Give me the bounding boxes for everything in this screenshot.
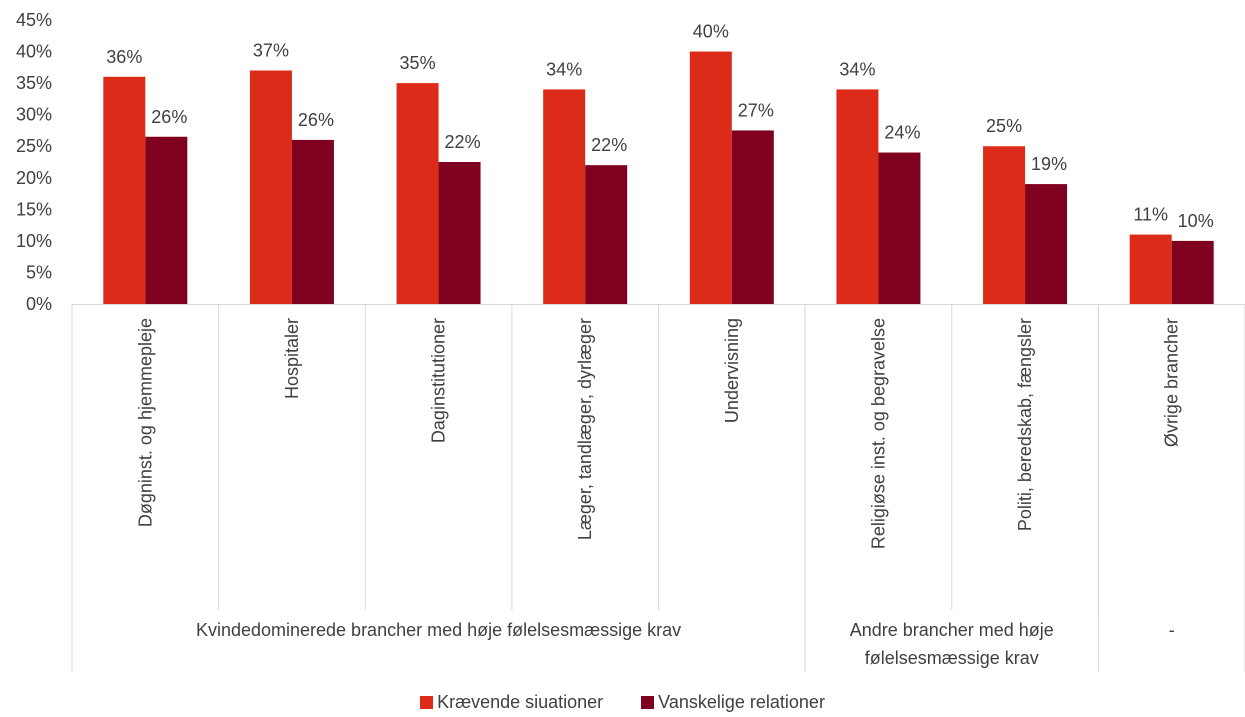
bar-series-2 (585, 165, 628, 304)
y-tick-label: 35% (16, 73, 52, 93)
y-tick-label: 10% (16, 231, 52, 251)
bar-series-2 (1171, 240, 1214, 304)
data-label-series-1: 34% (839, 59, 875, 79)
y-axis: 0% 5% 10% 15% 20% 25% 30% 35% 40% 45% (16, 10, 52, 314)
data-label-series-1: 35% (400, 53, 436, 73)
data-label-series-2: 19% (1031, 154, 1067, 174)
y-tick-label: 15% (16, 199, 52, 219)
legend-item-series-2: Vanskelige relationer (641, 692, 825, 713)
legend-item-series-1: Krævende siuationer (420, 692, 603, 713)
data-label-series-1: 25% (986, 116, 1022, 136)
bar-series-2 (438, 162, 481, 304)
legend-label-series-1: Krævende siuationer (437, 692, 604, 712)
category-label: Religiøse inst. og begravelse (868, 318, 888, 549)
category-label: Politi, beredskab, fængsler (1015, 318, 1035, 531)
category-label: Døgninst. og hjemmepleje (135, 318, 155, 527)
bar-series-1 (983, 146, 1026, 304)
bar-series-1 (543, 89, 586, 304)
y-tick-label: 0% (26, 294, 52, 314)
legend-label-series-2: Vanskelige relationer (658, 692, 825, 712)
data-label-series-2: 22% (591, 135, 627, 155)
bar-series-2 (145, 136, 188, 304)
bar-series-1 (1129, 234, 1172, 304)
data-label-series-1: 34% (546, 59, 582, 79)
x-axis: Døgninst. og hjemmepleje Hospitaler Dagins… (71, 304, 1245, 672)
y-tick-label: 25% (16, 136, 52, 156)
data-label-series-1: 36% (106, 47, 142, 67)
bar-series-1 (689, 51, 732, 304)
group-label: Andre brancher med høje (850, 620, 1054, 640)
bar-series-1 (249, 70, 292, 304)
bar-series-1 (103, 76, 146, 304)
group-label: - (1169, 620, 1175, 640)
legend-swatch-series-1 (420, 696, 434, 709)
bar-series-1 (396, 83, 439, 304)
group-label: Kvindedominerede brancher med høje følel… (196, 620, 681, 640)
y-tick-label: 20% (16, 168, 52, 188)
category-label: Øvrige brancher (1162, 318, 1182, 447)
data-label-series-1: 11% (1133, 205, 1168, 225)
data-label-series-1: 40% (693, 22, 729, 42)
bar-series-2 (878, 152, 921, 304)
bar-series-2 (291, 139, 334, 304)
category-label: Hospitaler (282, 318, 302, 399)
data-label-series-2: 10% (1178, 211, 1214, 231)
data-label-series-1: 37% (253, 40, 289, 60)
bars: 36% 26% 37% 26% 35% 22% 34% 22% 40% 27% 34% 24% 25% 1… (103, 22, 1214, 304)
bar-series-2 (1025, 184, 1068, 304)
y-tick-label: 40% (16, 42, 52, 62)
data-label-series-2: 26% (298, 110, 334, 130)
category-label: Undervisning (722, 318, 742, 423)
legend-swatch-series-2 (641, 696, 655, 709)
y-tick-label: 30% (16, 105, 52, 125)
y-tick-label: 45% (16, 10, 52, 30)
category-label: Læger, tandlæger, dyrlæger (575, 318, 595, 540)
data-label-series-2: 27% (738, 100, 774, 120)
group-label: følelsesmæssige krav (865, 648, 1039, 668)
y-tick-label: 5% (26, 262, 52, 282)
data-label-series-2: 26% (151, 107, 187, 127)
data-label-series-2: 22% (445, 132, 481, 152)
data-label-series-2: 24% (884, 123, 920, 143)
bar-series-2 (731, 130, 774, 304)
category-label: Daginstitutioner (429, 318, 449, 443)
bar-series-1 (836, 89, 879, 304)
legend: Krævende siuationer Vanskelige relatione… (0, 692, 1245, 713)
